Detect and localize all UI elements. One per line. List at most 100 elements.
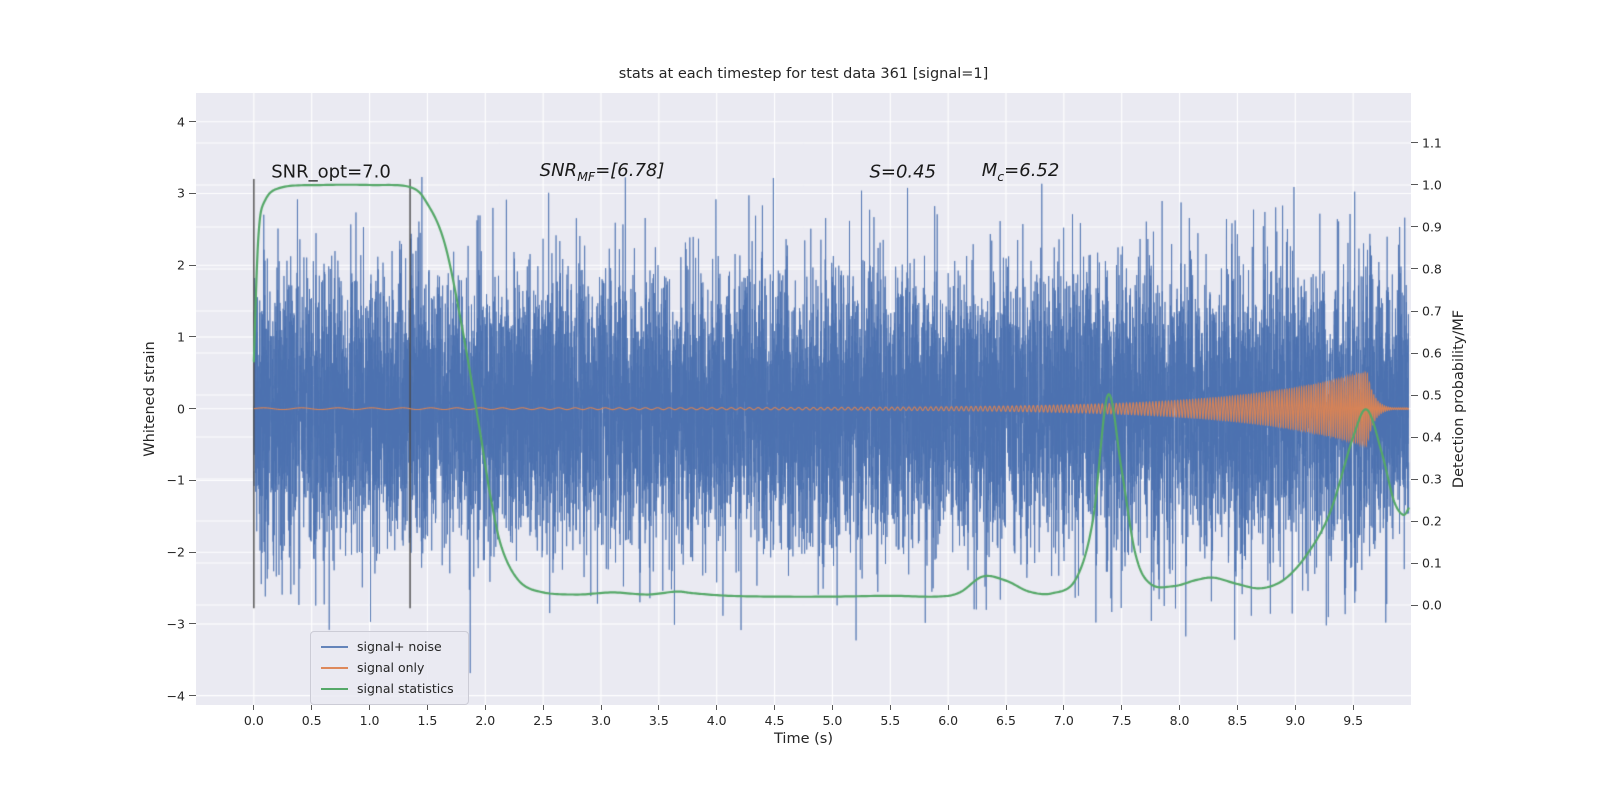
right-tick-label: 0.4 — [1422, 429, 1442, 445]
x-tick-label: 7.0 — [1053, 713, 1074, 728]
x-tick-mark — [774, 705, 776, 710]
legend-label-signal-statistics: signal statistics — [357, 681, 454, 696]
y-axis-label-left: Whitened strain — [142, 341, 158, 457]
right-tick-mark — [1411, 184, 1418, 186]
x-tick-label: 0.0 — [243, 713, 264, 728]
right-tick-mark — [1411, 352, 1418, 354]
right-tick-label: 0.1 — [1422, 555, 1442, 571]
right-tick-label: 0.6 — [1422, 345, 1442, 361]
x-tick-mark — [1179, 705, 1181, 710]
x-tick-label: 9.5 — [1343, 713, 1364, 728]
left-tick-label: −2 — [166, 544, 185, 560]
left-tick-label: 0 — [177, 401, 185, 417]
legend-label-signal-noise: signal+ noise — [357, 639, 442, 654]
x-tick-label: 9.0 — [1285, 713, 1306, 728]
x-tick-label: 5.5 — [880, 713, 901, 728]
x-tick-mark — [1121, 705, 1123, 710]
x-tick-label: 8.0 — [1169, 713, 1190, 728]
x-tick-mark — [831, 705, 833, 710]
left-tick-label: −3 — [166, 616, 185, 632]
x-tick-mark — [1236, 705, 1238, 710]
x-tick-mark — [1063, 705, 1065, 710]
x-tick-mark — [1352, 705, 1354, 710]
annotation-snr-mf: SNRMF=[6.78] — [539, 160, 665, 184]
annotation-snr-opt: SNR_opt=7.0 — [271, 161, 391, 183]
left-tick-mark — [189, 264, 196, 266]
left-tick-label: −4 — [166, 688, 185, 704]
x-tick-label: 0.5 — [301, 713, 322, 728]
x-tick-label: 2.5 — [533, 713, 554, 728]
right-tick-mark — [1411, 478, 1418, 480]
legend-item-signal-statistics: signal statistics — [321, 681, 454, 696]
x-tick-label: 4.0 — [706, 713, 727, 728]
x-tick-mark — [253, 705, 255, 710]
right-tick-mark — [1411, 394, 1418, 396]
left-tick-mark — [189, 336, 196, 338]
x-tick-label: 5.0 — [822, 713, 843, 728]
left-tick-label: 4 — [177, 114, 185, 130]
legend-line-signal-noise-icon — [321, 645, 348, 648]
right-tick-mark — [1411, 142, 1418, 144]
left-tick-mark — [189, 479, 196, 481]
legend-line-signal-statistics-icon — [321, 687, 348, 690]
left-tick-label: −1 — [166, 472, 185, 488]
x-tick-mark — [889, 705, 891, 710]
y-axis-label-right: Detection probability/MF — [1451, 309, 1467, 489]
chart-canvas — [196, 93, 1411, 705]
right-tick-mark — [1411, 562, 1418, 564]
right-tick-label: 1.1 — [1422, 135, 1442, 151]
x-tick-label: 3.0 — [591, 713, 611, 728]
chart-title: stats at each timestep for test data 361… — [618, 66, 989, 82]
x-tick-label: 7.5 — [1111, 713, 1132, 728]
x-tick-mark — [542, 705, 544, 710]
x-tick-mark — [716, 705, 718, 710]
right-tick-label: 0.7 — [1422, 303, 1442, 319]
x-tick-mark — [1005, 705, 1007, 710]
legend: signal+ noise signal only signal statist… — [310, 631, 469, 705]
annotation-mc-value: Mc=6.52 — [981, 160, 1060, 184]
right-tick-mark — [1411, 604, 1418, 606]
right-tick-label: 1.0 — [1422, 177, 1442, 193]
x-tick-label: 1.0 — [359, 713, 380, 728]
right-tick-label: 0.3 — [1422, 471, 1442, 487]
left-tick-label: 3 — [177, 185, 185, 201]
left-tick-mark — [189, 623, 196, 625]
right-tick-label: 0.2 — [1422, 513, 1442, 529]
right-tick-label: 0.0 — [1422, 597, 1442, 613]
right-tick-label: 0.9 — [1422, 219, 1442, 235]
legend-item-signal-noise: signal+ noise — [321, 639, 454, 654]
left-tick-mark — [189, 408, 196, 410]
x-tick-label: 8.5 — [1227, 713, 1248, 728]
x-axis-label: Time (s) — [774, 731, 833, 747]
left-tick-mark — [189, 551, 196, 553]
x-tick-label: 4.5 — [764, 713, 785, 728]
left-tick-label: 2 — [177, 257, 185, 273]
left-tick-label: 1 — [177, 329, 185, 345]
left-tick-mark — [189, 192, 196, 194]
right-tick-mark — [1411, 520, 1418, 522]
x-tick-mark — [311, 705, 313, 710]
x-tick-label: 1.5 — [417, 713, 438, 728]
legend-item-signal-only: signal only — [321, 660, 454, 675]
x-tick-mark — [1294, 705, 1296, 710]
x-tick-label: 6.5 — [996, 713, 1016, 728]
right-tick-mark — [1411, 310, 1418, 312]
right-tick-mark — [1411, 436, 1418, 438]
left-tick-mark — [189, 121, 196, 123]
right-tick-label: 0.8 — [1422, 261, 1442, 277]
x-tick-label: 3.5 — [648, 713, 669, 728]
annotation-s-value: S=0.45 — [869, 161, 937, 183]
x-tick-mark — [947, 705, 949, 710]
legend-line-signal-only-icon — [321, 666, 348, 669]
right-tick-mark — [1411, 268, 1418, 270]
x-tick-mark — [484, 705, 486, 710]
x-tick-mark — [369, 705, 371, 710]
left-tick-mark — [189, 695, 196, 697]
x-tick-mark — [658, 705, 660, 710]
x-tick-mark — [600, 705, 602, 710]
legend-label-signal-only: signal only — [357, 660, 425, 675]
x-tick-label: 2.0 — [475, 713, 496, 728]
x-tick-label: 6.0 — [938, 713, 959, 728]
x-tick-mark — [426, 705, 428, 710]
